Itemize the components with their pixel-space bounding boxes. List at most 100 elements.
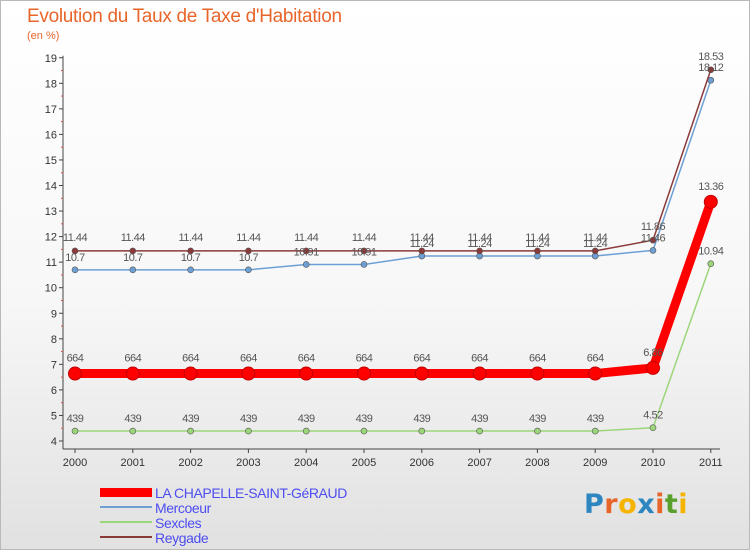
- data-point: [591, 427, 599, 435]
- y-tick-label: 19: [45, 53, 57, 65]
- data-point: [245, 266, 252, 274]
- legend-swatch: [100, 536, 152, 538]
- data-label: 439: [471, 413, 488, 425]
- data-point: [588, 366, 603, 381]
- data-label: 10.7: [65, 252, 85, 264]
- data-point: [707, 260, 715, 267]
- data-point: [241, 366, 256, 381]
- x-tick-label: 2001: [121, 457, 145, 469]
- x-tick-label: 2003: [236, 457, 260, 469]
- data-label: 664: [587, 353, 604, 365]
- legend-label: Reygade: [155, 530, 209, 546]
- data-point: [703, 194, 718, 209]
- data-label: 664: [529, 353, 546, 365]
- legend-label: LA CHAPELLE-SAINT-GéRAUD: [155, 485, 347, 501]
- data-point: [71, 427, 79, 435]
- data-point: [534, 427, 541, 435]
- data-label: 11.46: [641, 232, 666, 244]
- y-tick-label: 9: [51, 308, 57, 320]
- data-point: [68, 366, 82, 381]
- data-point: [357, 366, 371, 381]
- data-point: [360, 247, 368, 255]
- data-point: [414, 366, 429, 381]
- series-line-2: [74, 262, 712, 432]
- data-label: 439: [182, 413, 199, 425]
- logo-letter: i: [678, 489, 689, 520]
- data-label: 439: [356, 413, 373, 425]
- data-label: 439: [587, 413, 604, 425]
- data-label: 11.44: [121, 232, 146, 244]
- series-line-1: [74, 79, 712, 271]
- data-point: [472, 366, 487, 381]
- data-point: [125, 366, 140, 381]
- data-point: [360, 427, 368, 435]
- x-tick-label: 2011: [699, 457, 723, 469]
- data-label: 11.44: [410, 232, 435, 244]
- x-tick-label: 2009: [583, 457, 607, 469]
- y-tick-label: 4: [51, 436, 57, 448]
- data-label: 10.7: [123, 252, 143, 264]
- logo-letter: x: [637, 489, 656, 520]
- data-label: 11.24: [525, 238, 550, 250]
- data-label: 11.24: [583, 238, 608, 250]
- data-label: 664: [471, 353, 488, 365]
- data-point: [187, 427, 194, 435]
- data-label: 664: [413, 353, 430, 365]
- data-point: [530, 366, 545, 381]
- x-tick-label: 2000: [63, 457, 87, 469]
- data-point: [418, 247, 426, 255]
- data-label: 11.44: [583, 232, 608, 244]
- y-tick-label: 11: [46, 257, 57, 269]
- y-tick-label: 5: [51, 410, 57, 422]
- chart-subtitle: (en %): [27, 30, 60, 42]
- legend-label: Sexcles: [155, 515, 202, 531]
- y-tick-label: 17: [45, 104, 57, 116]
- chart-title: Evolution du Taux de Taxe d'Habitation: [27, 6, 342, 27]
- logo-letter: P: [584, 489, 605, 520]
- data-label: 13.36: [698, 181, 723, 193]
- data-label: 10.91: [351, 246, 376, 258]
- data-point: [183, 366, 198, 381]
- data-label: 664: [240, 353, 257, 365]
- data-label: 439: [413, 413, 430, 425]
- data-label: 439: [298, 413, 315, 425]
- data-label: 11.44: [525, 232, 550, 244]
- data-label: 664: [356, 353, 373, 365]
- y-tick-label: 6: [51, 385, 57, 397]
- logo-letter: o: [618, 489, 638, 520]
- data-label: 10.94: [698, 246, 723, 258]
- x-tick-label: 2004: [294, 457, 318, 469]
- data-label: 439: [529, 413, 546, 425]
- data-point: [649, 236, 657, 244]
- legend-swatch: [100, 521, 152, 523]
- series-line-0: [70, 197, 716, 379]
- data-label: 6.86: [643, 347, 663, 359]
- data-label: 664: [67, 353, 84, 365]
- data-label: 18.53: [698, 51, 723, 63]
- data-label: 11.44: [294, 232, 319, 244]
- data-label: 11.24: [410, 238, 435, 250]
- data-point: [245, 247, 252, 255]
- data-point: [187, 247, 194, 255]
- logo-letter: r: [604, 489, 619, 520]
- data-label: 11.86: [641, 221, 666, 233]
- data-label: 664: [298, 353, 315, 365]
- proxiti-logo: Proxiti: [584, 489, 688, 520]
- data-label: 10.7: [181, 252, 201, 264]
- data-point: [71, 247, 79, 255]
- data-label: 11.44: [352, 232, 377, 244]
- data-label: 11.24: [467, 238, 492, 250]
- data-point: [476, 247, 483, 255]
- series-line-3: [74, 69, 712, 252]
- data-point: [476, 427, 483, 435]
- legend-label: Mercoeur: [155, 500, 211, 516]
- data-point: [129, 247, 137, 255]
- data-label: 11.44: [63, 232, 88, 244]
- data-point: [534, 247, 541, 255]
- x-tick-label: 2007: [467, 457, 491, 469]
- data-point: [245, 427, 252, 435]
- data-label: 439: [67, 413, 84, 425]
- data-label: 11.44: [467, 232, 492, 244]
